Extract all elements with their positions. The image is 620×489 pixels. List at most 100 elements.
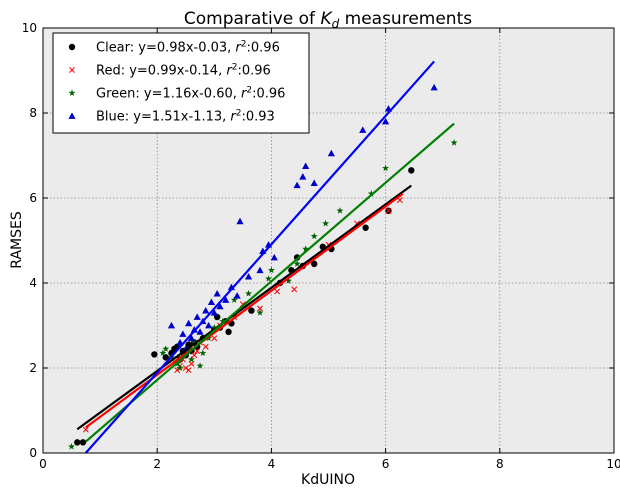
legend-r-value: :0.96 xyxy=(237,64,270,79)
red-point xyxy=(211,335,218,342)
data-layer xyxy=(68,60,458,453)
red-point xyxy=(385,207,392,214)
green-point xyxy=(302,245,310,252)
chart-title-symbol: K xyxy=(320,9,333,29)
clear-point xyxy=(248,307,255,314)
legend-green-marker xyxy=(68,89,76,96)
green-point xyxy=(188,355,195,363)
blue-point xyxy=(196,328,204,335)
green-point xyxy=(285,277,292,284)
blue-point xyxy=(359,126,367,133)
red-fit-line xyxy=(85,192,404,429)
red-point xyxy=(202,343,209,350)
blue-point xyxy=(185,319,193,327)
blue-point xyxy=(187,334,196,342)
green-point xyxy=(293,260,301,267)
legend-r-exponent: 2 xyxy=(246,86,252,96)
y-tick-label: 0 xyxy=(29,446,37,460)
x-tick-label: 10 xyxy=(606,457,620,471)
blue-point xyxy=(179,330,187,337)
legend-equation: Green: y=1.16x-0.60, xyxy=(96,87,241,102)
blue-point xyxy=(327,149,335,157)
legend-r-value: :0.93 xyxy=(242,110,275,125)
green-point xyxy=(199,349,207,357)
legend-r-symbol: r xyxy=(241,87,248,102)
green-point xyxy=(382,164,390,172)
legend-r-exponent: 2 xyxy=(232,63,238,73)
plot-frame xyxy=(42,27,615,454)
blue-point xyxy=(310,179,318,187)
blue-fit-line xyxy=(85,60,435,453)
legend-r-value: :0.96 xyxy=(247,41,280,56)
legend-r-exponent: 2 xyxy=(241,40,247,50)
green-point xyxy=(256,309,264,316)
red-point xyxy=(291,286,298,293)
y-axis-label: RAMSES xyxy=(9,211,25,269)
legend-equation: Blue: y=1.51x-1.13, xyxy=(96,110,230,125)
red-point xyxy=(191,352,198,359)
green-point xyxy=(190,338,198,346)
blue-point xyxy=(382,117,390,125)
x-tick-label: 0 xyxy=(39,457,47,471)
blue-point xyxy=(302,162,310,170)
legend-blue-label: Blue: y=1.51x-1.13, r2:0.93 xyxy=(96,109,275,125)
blue-point xyxy=(216,302,224,310)
legend-r-exponent: 2 xyxy=(236,109,242,119)
chart-title-prefix: Comparative of xyxy=(184,9,321,29)
red-point xyxy=(274,288,281,295)
x-tick-label: 2 xyxy=(153,457,161,471)
legend-r-symbol: r xyxy=(226,64,233,79)
blue-point xyxy=(430,83,438,91)
chart-title-suffix: measurements xyxy=(339,9,472,29)
x-tick-label: 8 xyxy=(496,457,504,471)
legend-clear-marker xyxy=(68,43,76,51)
blue-point xyxy=(202,307,210,314)
red-point xyxy=(257,305,263,312)
green-point xyxy=(230,296,238,303)
legend-clear-label: Clear: y=0.98x-0.03, r2:0.96 xyxy=(96,40,280,56)
x-tick-label: 6 xyxy=(382,457,390,471)
green-point xyxy=(210,324,218,331)
green-point xyxy=(219,317,227,325)
blue-point xyxy=(293,181,301,189)
green-point xyxy=(196,362,204,369)
legend-green-label: Green: y=1.16x-0.60, r2:0.96 xyxy=(96,86,285,102)
green-point xyxy=(336,207,344,214)
y-tick-label: 6 xyxy=(29,191,37,205)
legend-blue-marker xyxy=(68,112,76,119)
legend-r-symbol: r xyxy=(235,41,242,56)
legend-equation: Clear: y=0.98x-0.03, xyxy=(96,41,235,56)
red-point xyxy=(185,367,192,374)
blue-point xyxy=(299,173,307,180)
clear-point xyxy=(151,351,158,358)
blue-point xyxy=(244,273,253,280)
blue-point xyxy=(193,313,201,320)
green-point xyxy=(245,290,252,297)
y-tick-label: 2 xyxy=(29,361,37,375)
clear-point xyxy=(408,167,415,174)
green-point xyxy=(367,190,375,197)
blue-point xyxy=(236,217,244,225)
legend-r-symbol: r xyxy=(230,110,237,125)
legend-red-marker xyxy=(69,67,75,73)
y-tick-label: 10 xyxy=(22,21,37,35)
red-point xyxy=(194,348,201,354)
clear-point xyxy=(74,439,81,446)
chart-title-subscript: d xyxy=(332,17,340,31)
y-tick-label: 4 xyxy=(29,276,37,290)
blue-point xyxy=(270,253,278,261)
legend-r-value: :0.96 xyxy=(252,87,285,102)
green-point xyxy=(162,345,170,352)
green-point xyxy=(159,349,167,357)
x-tick-label: 4 xyxy=(268,457,276,471)
clear-point xyxy=(311,260,318,268)
chart-title: Comparative of Kd measurements xyxy=(184,9,472,31)
green-point xyxy=(265,275,272,282)
legend-red-label: Red: y=0.99x-0.14, r2:0.96 xyxy=(96,63,271,79)
clear-point xyxy=(79,439,87,446)
blue-point xyxy=(222,296,230,303)
green-point xyxy=(176,364,184,371)
clear-point xyxy=(225,328,232,336)
